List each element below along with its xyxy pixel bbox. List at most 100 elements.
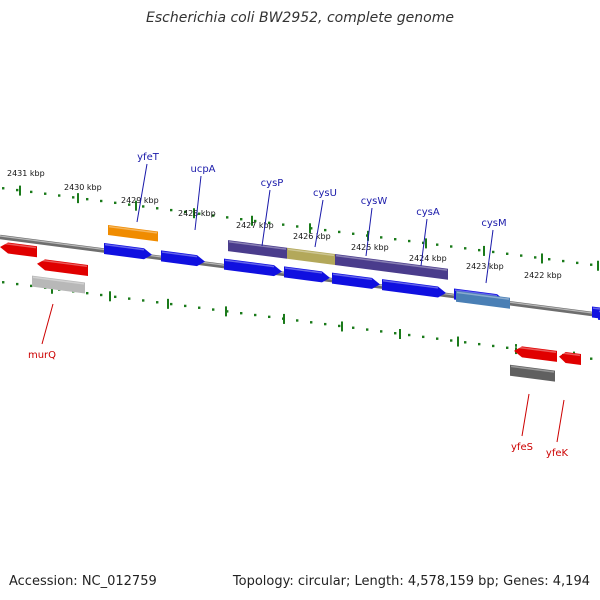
gene-leader-line	[314, 199, 324, 248]
inner-dot	[100, 293, 103, 297]
scale-dot	[310, 227, 313, 230]
scale-label: 2424 kbp	[409, 254, 447, 263]
reverse-cds-arrow	[37, 259, 88, 276]
scale-dot	[2, 187, 5, 190]
inner-dot	[366, 328, 369, 331]
gene-label-cysA: cysA	[416, 207, 440, 218]
scale-dot	[338, 230, 341, 234]
scale-dot	[114, 201, 117, 205]
scale-dot	[226, 216, 229, 219]
gene-label-cysU: cysU	[313, 188, 337, 199]
scale-dot	[128, 203, 131, 206]
scale-label: 2426 kbp	[293, 232, 331, 241]
scale-dot	[142, 205, 145, 208]
scale-dot	[562, 259, 565, 263]
inner-dot	[492, 344, 495, 348]
scale-dot	[198, 212, 201, 215]
scale-dot	[548, 258, 551, 261]
inner-dot	[436, 337, 439, 340]
gene-leader-line	[41, 303, 54, 345]
inner-dot	[2, 281, 5, 284]
inner-dot	[394, 332, 397, 335]
inner-dot	[170, 302, 173, 306]
scale-label: 2431 kbp	[7, 169, 45, 178]
scale-label: 2425 kbp	[351, 243, 389, 252]
gene-leader-line	[261, 189, 271, 247]
scale-label: 2422 kbp	[524, 271, 562, 280]
scale-dot	[72, 196, 75, 199]
inner-dot	[128, 297, 131, 300]
inner-dot	[352, 326, 355, 329]
scale-dot	[534, 256, 537, 259]
scale-dot	[478, 248, 481, 252]
genome-summary-text: Topology: circular; Length: 4,578,159 bp…	[232, 574, 590, 589]
inner-dot	[254, 313, 257, 317]
scale-dot	[254, 219, 257, 223]
scale-dot	[58, 194, 61, 197]
feature-block-orange	[108, 225, 158, 242]
scale-label: 2427 kbp	[236, 221, 274, 230]
gene-leader-line	[136, 163, 148, 223]
gene-label-yfeS: yfeS	[511, 442, 533, 453]
reverse-cds-arrow	[514, 346, 557, 362]
gene-leader-line	[556, 399, 565, 443]
forward-cds-arrow	[224, 258, 282, 277]
feature-block-olive	[287, 247, 335, 266]
feature-block-purple	[335, 254, 448, 280]
scale-dot	[44, 192, 47, 195]
gene-label-cysM: cysM	[481, 218, 506, 229]
inner-dot	[296, 319, 299, 322]
inner-dot	[338, 324, 341, 328]
scale-dot	[408, 239, 411, 243]
inner-dot	[226, 310, 229, 313]
scale-dot	[268, 221, 271, 225]
inner-dot	[184, 304, 187, 308]
gene-leader-line	[194, 175, 202, 231]
scale-dot	[184, 210, 187, 214]
features-layer	[0, 225, 600, 382]
inner-dot	[422, 335, 425, 339]
forward-cds-arrow	[161, 250, 205, 267]
scale-dot	[16, 188, 19, 192]
feature-block-lightgrey	[32, 275, 85, 294]
inner-dot	[142, 299, 145, 302]
feature-block-steelblue	[456, 290, 510, 309]
inner-dot	[198, 306, 201, 309]
accession-text: Accession: NC_012759	[9, 574, 157, 589]
scale-dot	[30, 190, 33, 194]
gene-label-cysW: cysW	[361, 196, 388, 207]
reverse-cds-arrow	[0, 242, 37, 258]
scale-dot	[520, 254, 523, 257]
scale-dot	[436, 243, 439, 246]
scale-dot	[324, 228, 327, 232]
inner-dot	[240, 312, 243, 315]
inner-dot	[212, 308, 215, 311]
inner-dot	[156, 301, 159, 304]
inner-dot	[450, 339, 453, 342]
forward-cds-arrow	[284, 266, 330, 283]
inner-dot	[590, 357, 593, 360]
scale-dot	[450, 245, 453, 248]
scale-dot	[100, 199, 103, 203]
gene-label-ucpA: ucpA	[190, 164, 215, 175]
gene-leader-line	[521, 393, 530, 437]
forward-cds-arrow	[104, 243, 152, 260]
inner-dot	[380, 330, 383, 333]
gene-leader-line	[485, 229, 494, 284]
scale-dot	[170, 208, 173, 212]
scale-dot	[464, 247, 467, 250]
scale-dot	[156, 207, 159, 210]
scale-dot	[212, 214, 215, 217]
scale-dot	[240, 218, 243, 221]
inner-dot	[324, 322, 327, 326]
gene-label-yfeK: yfeK	[546, 448, 569, 459]
inner-dot	[464, 341, 467, 344]
inner-dot	[114, 295, 117, 299]
inner-dot	[86, 291, 89, 295]
forward-cds-arrow	[332, 272, 380, 289]
inner-dot	[30, 284, 33, 288]
scale-dot	[352, 232, 355, 235]
scale-dot	[296, 225, 299, 228]
